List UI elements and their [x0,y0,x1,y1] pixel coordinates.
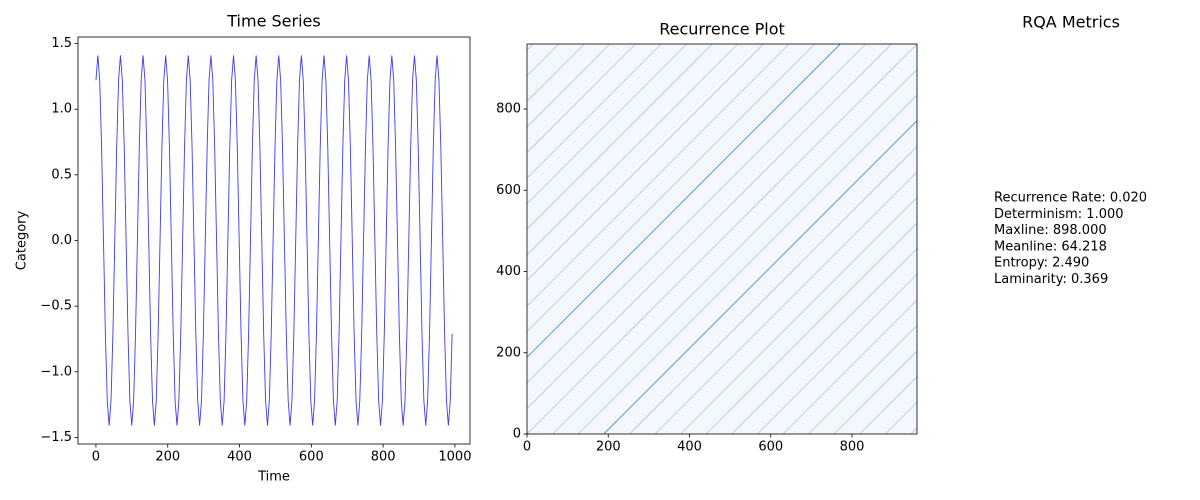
y-tick-label: −1.5 [40,430,72,445]
x-tick-label: 1000 [438,450,471,465]
recurrence-diagonal [527,44,687,204]
axes-frame [77,36,471,445]
metric-line: Determinism: 1.000 [994,207,1124,222]
recurrence-diagonal [731,248,917,434]
x-tick-label: 200 [155,450,180,465]
recurrence-diagonal [527,44,841,358]
y-tick-label: −1.0 [40,364,72,379]
recurrence-diagonal [782,299,917,434]
x-tick-label: 400 [677,440,702,455]
x-tick-label: 400 [227,450,252,465]
y-tick-label: 800 [496,102,521,117]
recurrence-diagonal [885,402,917,434]
recurrence-diagonal [680,197,917,434]
recurrence-diagonal [527,44,636,153]
metric-line: Recurrence Rate: 0.020 [994,191,1147,206]
y-tick-label: 0 [513,427,521,442]
recurrence-diagonal [527,44,815,332]
recurrence-diagonal [654,171,917,434]
recurrence-diagonal [603,120,917,434]
x-tick-label: 600 [299,450,324,465]
recurrence-diagonal [527,44,662,179]
recurrence-diagonal [629,146,917,434]
x-tick-label: 0 [92,450,100,465]
recurrence-diagonal [527,44,611,128]
y-tick-label: 200 [496,345,521,360]
recurrence-diagonal [527,44,739,256]
x-axis-label: Time [257,470,290,485]
recurrence-diagonal [527,44,764,281]
recurrence-diagonal [527,44,534,51]
x-tick-label: 800 [371,450,396,465]
recurrence-diagonal [527,44,713,230]
recurrence-diagonal [808,325,917,434]
recurrence-diagonal [527,44,917,434]
recurrence-diagonal [527,44,559,76]
y-tick-label: 0.0 [51,233,72,248]
y-tick-label: 400 [496,264,521,279]
metric-line: Meanline: 64.218 [994,239,1107,254]
metric-line: Entropy: 2.490 [994,256,1089,271]
recurrence-diagonal [757,274,917,434]
recurrence-diagonal [859,376,917,434]
y-tick-label: 600 [496,183,521,198]
x-tick-label: 800 [840,440,865,455]
series-line [95,55,453,426]
y-tick-label: 1.0 [51,102,72,117]
recurrence-diagonal [552,69,917,434]
metric-line: Laminarity: 0.369 [994,272,1108,287]
x-tick-label: 200 [596,440,621,455]
x-tick-label: 600 [758,440,783,455]
recurrence-lines [527,44,917,434]
panel-title: RQA Metrics [1022,13,1120,32]
chart-title: Time Series [226,12,320,31]
recurrence-diagonal [705,222,917,434]
chart-title: Recurrence Plot [659,20,785,39]
recurrence-diagonal [910,427,917,434]
y-tick-label: 0.5 [51,167,72,182]
y-tick-label: −0.5 [40,299,72,314]
recurrence-diagonal [577,94,917,434]
recurrence-diagonal [527,44,585,102]
recurrence-diagonal [527,44,892,409]
y-tick-label: 1.5 [51,36,72,51]
metric-line: Maxline: 898.000 [994,223,1107,238]
recurrence-diagonal [833,350,917,434]
recurrence-diagonal [527,44,790,307]
axes-frame [526,43,918,435]
y-axis-label: Category [15,211,30,271]
recurrence-diagonal [527,44,867,384]
x-tick-label: 0 [523,440,531,455]
